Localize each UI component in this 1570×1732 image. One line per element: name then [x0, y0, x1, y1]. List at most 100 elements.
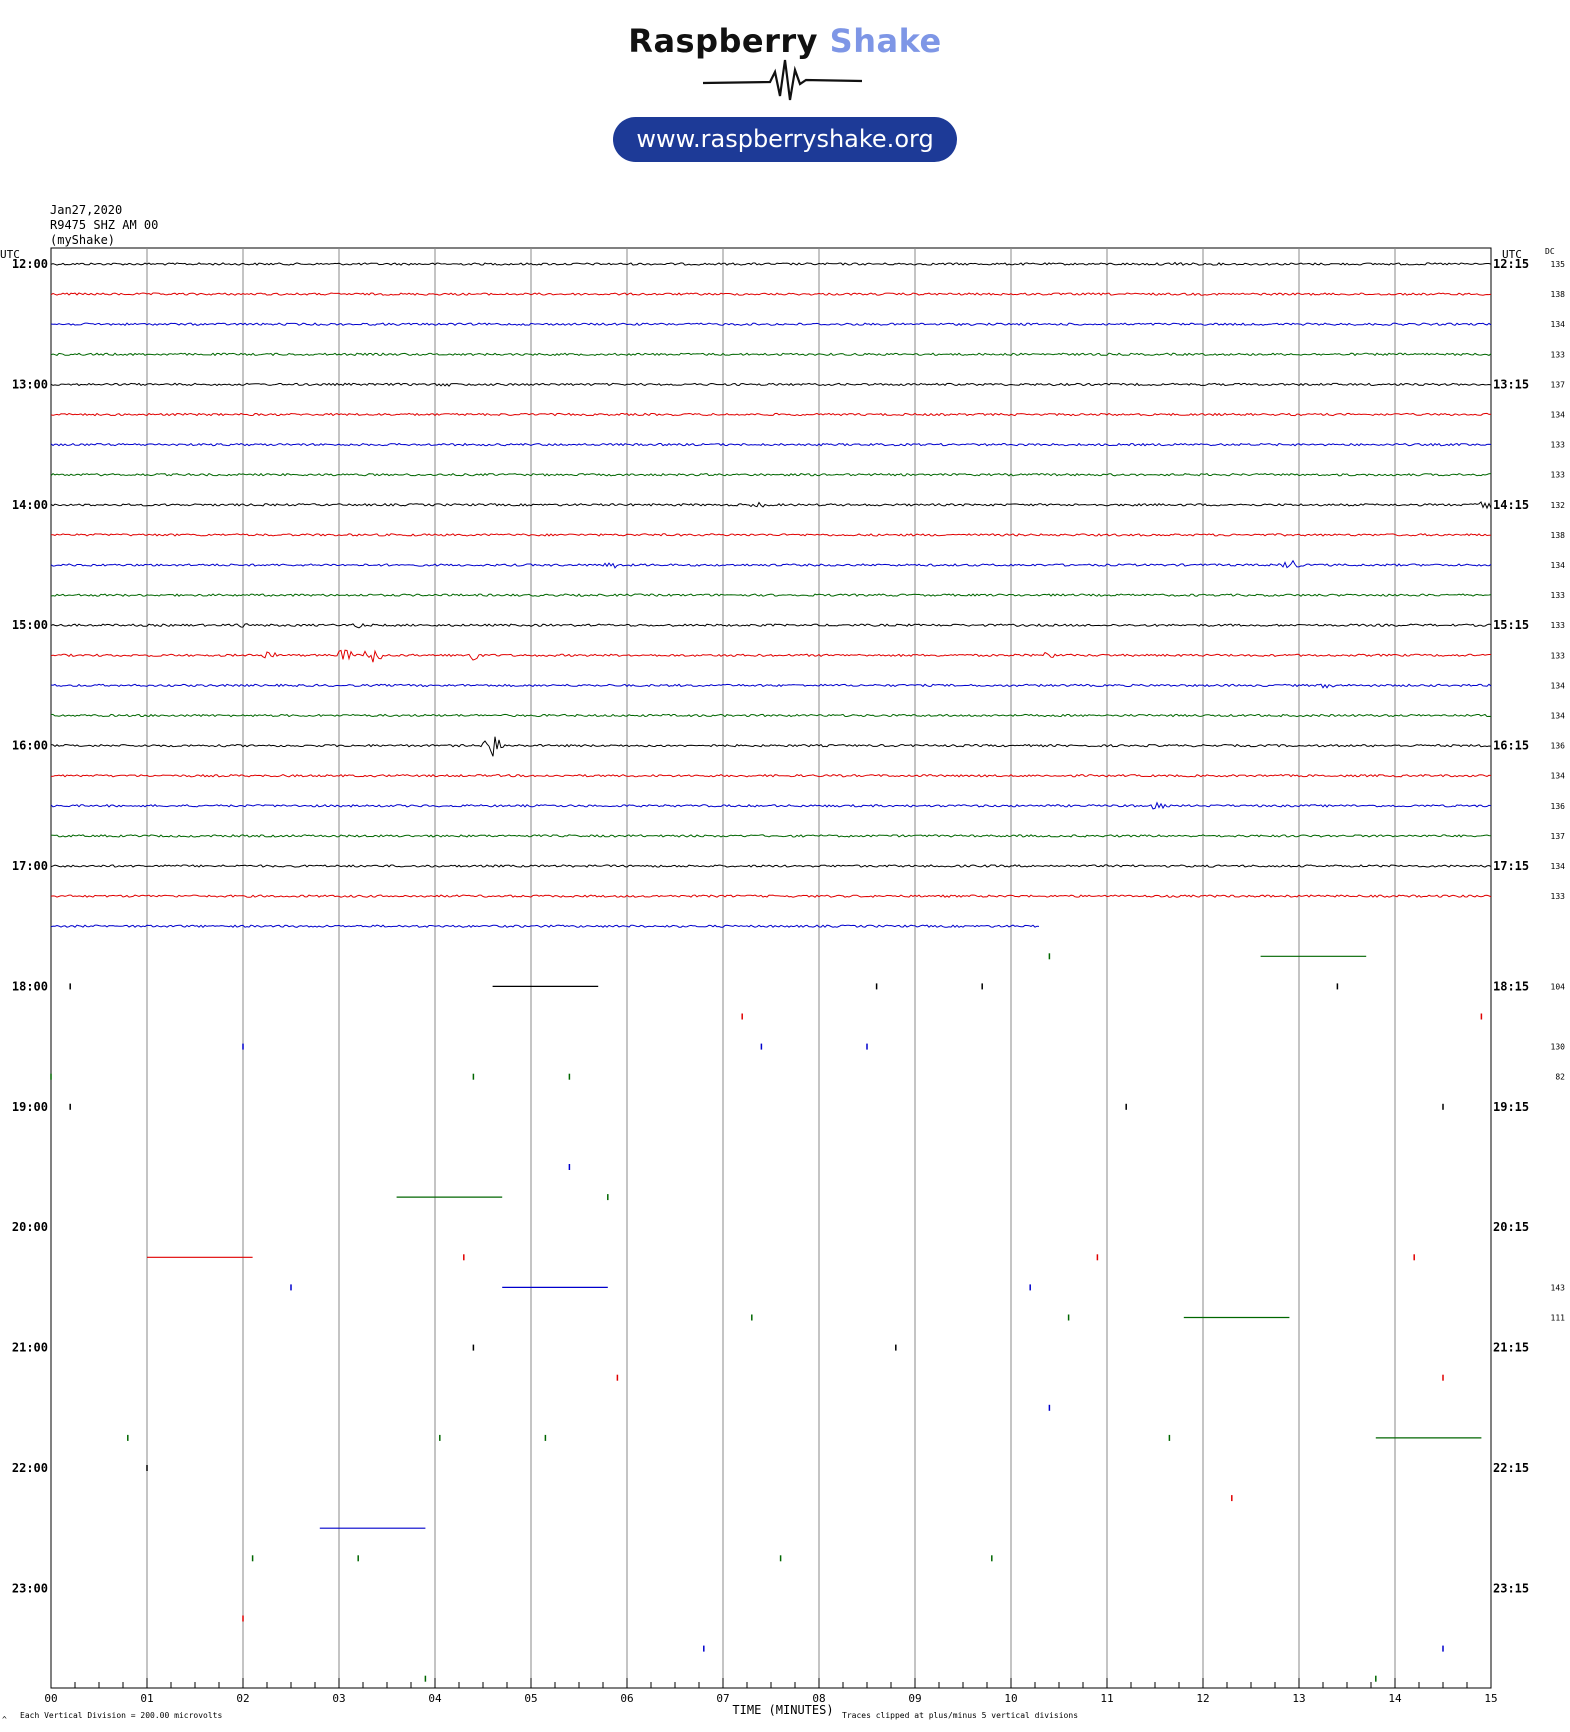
right-hour-label: 16:15 [1493, 739, 1529, 753]
left-hour-label: 12:00 [12, 257, 48, 271]
left-hour-label: 18:00 [12, 979, 48, 993]
record-date: Jan27,2020 [50, 203, 123, 217]
left-hour-label: 14:00 [12, 498, 48, 512]
dc-value-label: 134 [1551, 772, 1566, 781]
dc-value-label: 136 [1551, 742, 1566, 751]
plot-frame [50, 247, 1492, 1689]
dc-value-label: 137 [1551, 832, 1566, 841]
right-hour-label: 21:15 [1493, 1341, 1529, 1355]
corner-mark: ^ [2, 1715, 7, 1724]
x-tick-label: 02 [236, 1692, 249, 1705]
logo-word-raspberry: Raspberry [628, 22, 819, 60]
x-tick-label: 05 [524, 1692, 537, 1705]
seismic-trace [50, 292, 1492, 296]
right-hour-label: 17:15 [1493, 859, 1529, 873]
seismogram-logo-icon [702, 59, 863, 101]
right-hour-label: 14:15 [1493, 498, 1529, 512]
x-tick-label: 10 [1004, 1692, 1017, 1705]
seismic-trace [50, 442, 1492, 447]
seismic-trace [50, 352, 1492, 357]
seismic-trace [50, 683, 1492, 689]
seismic-trace [50, 649, 1491, 663]
dc-value-label: 143 [1551, 1283, 1566, 1292]
right-hour-label: 23:15 [1493, 1581, 1529, 1595]
left-hour-label: 19:00 [12, 1100, 48, 1114]
left-hour-label: 15:00 [12, 618, 48, 632]
dc-value-label: 136 [1551, 802, 1566, 811]
right-hour-label: 12:15 [1493, 257, 1529, 271]
x-tick-label: 06 [620, 1692, 633, 1705]
dc-column-title: DC [1545, 247, 1555, 256]
left-hour-label: 23:00 [12, 1581, 48, 1595]
dc-value-label: 133 [1551, 441, 1566, 450]
dc-value-label: 133 [1551, 471, 1566, 480]
seismic-trace [50, 773, 1492, 778]
x-axis-label: TIME (MINUTES) [732, 1703, 833, 1717]
vertical-division-note: Each Vertical Division = 200.00 microvol… [20, 1711, 222, 1720]
dc-value-label: 134 [1551, 712, 1566, 721]
right-hour-label: 18:15 [1493, 979, 1529, 993]
seismic-trace [50, 472, 1492, 477]
left-hour-label: 13:00 [12, 377, 48, 391]
dc-value-label: 111 [1551, 1314, 1566, 1323]
left-axis-title: UTC [0, 248, 20, 261]
dc-value-label: 133 [1551, 651, 1566, 660]
left-hour-label: 20:00 [12, 1220, 48, 1234]
x-tick-label: 14 [1388, 1692, 1402, 1705]
seismic-trace [50, 894, 1492, 898]
seismic-trace [50, 559, 1492, 569]
seismic-trace [51, 533, 1492, 537]
dc-value-label: 137 [1551, 380, 1566, 389]
dc-value-label: 134 [1551, 681, 1566, 690]
dc-value-label: 130 [1551, 1043, 1566, 1052]
clipping-note: Traces clipped at plus/minus 5 vertical … [842, 1711, 1078, 1720]
dc-value-label: 133 [1551, 350, 1566, 359]
right-hour-label: 22:15 [1493, 1461, 1529, 1475]
website-url-badge[interactable]: www.raspberryshake.org [613, 117, 957, 162]
x-tick-label: 15 [1484, 1692, 1497, 1705]
x-tick-label: 07 [716, 1692, 729, 1705]
x-tick-label: 00 [44, 1692, 57, 1705]
right-hour-label: 19:15 [1493, 1100, 1529, 1114]
dc-value-label: 134 [1551, 320, 1566, 329]
dc-value-label: 133 [1551, 621, 1566, 630]
right-axis-title: UTC [1502, 248, 1522, 261]
seismic-trace [50, 801, 1492, 810]
raspberry-shake-logo: Raspberry Shake www.raspberryshake.org [0, 0, 1570, 180]
seismic-trace [50, 322, 1492, 326]
dc-value-label: 82 [1555, 1073, 1565, 1082]
seismic-trace [50, 864, 1492, 868]
dc-value-label: 134 [1551, 411, 1566, 420]
dc-value-label: 138 [1551, 531, 1566, 540]
dc-value-label: 132 [1551, 501, 1566, 510]
dc-value-label: 133 [1551, 892, 1566, 901]
dc-value-label: 134 [1551, 862, 1566, 871]
right-hour-label: 15:15 [1493, 618, 1529, 632]
x-tick-label: 09 [908, 1692, 921, 1705]
seismic-trace [50, 834, 1492, 838]
x-tick-label: 04 [428, 1692, 442, 1705]
seismic-trace [50, 412, 1492, 417]
data-source: (myShake) [50, 233, 116, 247]
dc-value-label: 134 [1551, 561, 1566, 570]
dc-value-label: 135 [1551, 260, 1566, 269]
right-hour-label: 20:15 [1493, 1220, 1529, 1234]
x-tick-label: 01 [140, 1692, 153, 1705]
seismic-trace [50, 593, 1492, 597]
logo-word-shake: Shake [829, 22, 942, 60]
x-tick-label: 11 [1100, 1692, 1113, 1705]
seismic-trace [50, 713, 1492, 718]
seismic-trace [50, 622, 1492, 629]
dc-value-label: 104 [1551, 982, 1566, 991]
dc-value-label: 133 [1551, 591, 1566, 600]
left-hour-label: 21:00 [12, 1341, 48, 1355]
seismic-trace [50, 501, 1492, 510]
dc-value-label: 138 [1551, 290, 1566, 299]
logo-wordmark: Raspberry Shake [0, 22, 1570, 60]
seismic-trace [50, 736, 1492, 757]
left-hour-label: 22:00 [12, 1461, 48, 1475]
left-hour-label: 16:00 [12, 739, 48, 753]
x-tick-label: 08 [812, 1692, 825, 1705]
seismic-trace [50, 924, 1040, 928]
